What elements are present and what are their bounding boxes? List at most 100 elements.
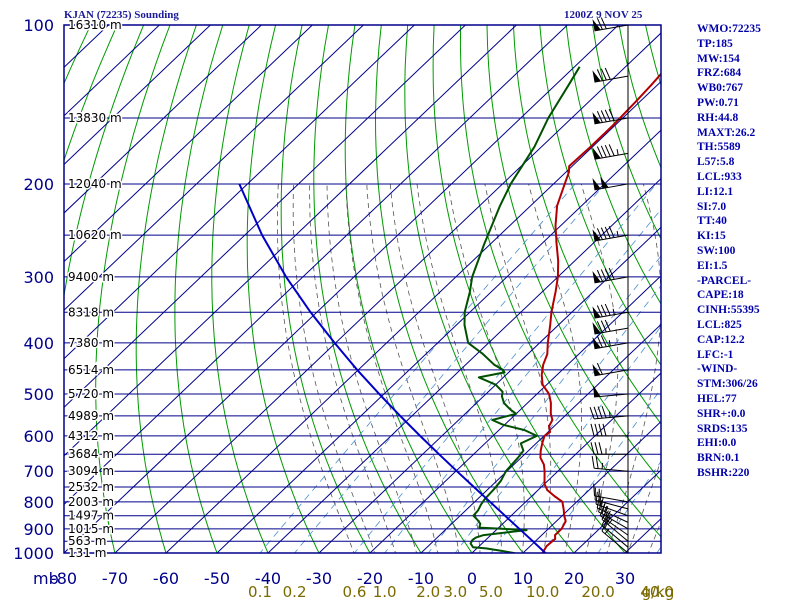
index-item: PW:0.71: [697, 96, 739, 109]
temperature-tick-label: -80: [51, 569, 77, 588]
mixing-ratio-line: [597, 460, 661, 553]
isotherms: [0, 13, 661, 564]
moist-adiabat-line: [416, 183, 502, 553]
mixing-ratio-line: [427, 255, 661, 553]
index-item: KI:15: [697, 230, 726, 243]
isotherm-line: [0, 13, 19, 564]
height-label: 9400 m: [68, 270, 114, 284]
height-label: 7380 m: [68, 336, 114, 350]
index-item: L57:5.8: [697, 156, 735, 169]
index-item: SRDS:135: [697, 422, 748, 435]
moist-adiabat-line: [606, 183, 661, 553]
barb-flag: [600, 227, 607, 240]
barb-pennant: [593, 385, 601, 398]
index-item: LI:12.1: [697, 185, 734, 198]
barb-flag: [600, 68, 607, 81]
wind-barb: [592, 319, 629, 335]
height-label: 1015 m: [68, 522, 114, 536]
isotherm-line: [471, 372, 661, 553]
isotherm-line: [64, 25, 467, 408]
dry-adiabat-line: [404, 25, 575, 553]
pressure-tick-label: 300: [23, 268, 54, 287]
barb-flag: [597, 406, 603, 419]
barb-flag: [596, 321, 603, 333]
height-label: 2003 m: [68, 495, 114, 509]
barb-flag: [600, 145, 607, 158]
wind-barbs: [589, 17, 629, 554]
barb-flag: [598, 442, 603, 455]
barb-flag: [596, 228, 603, 240]
index-item: LCL:825: [697, 318, 742, 331]
wind-barb: [601, 519, 629, 554]
pressure-tick-label: 700: [23, 462, 54, 481]
index-item: LFC:-1: [697, 348, 734, 361]
mixing-ratio-line: [384, 208, 661, 553]
barb-half-flag: [603, 505, 608, 512]
indices-panel: WMO:72235 TP:185 MW:154 FRZ:684 WB0:767 PW:0.…: [697, 22, 797, 481]
index-item: MW:154: [697, 52, 740, 65]
pressure-tick-label: 200: [23, 175, 54, 194]
barb-flag: [594, 423, 599, 436]
barb-half-flag: [597, 490, 600, 497]
barb-pennant: [600, 176, 609, 189]
barb-flag: [604, 303, 611, 316]
barb-staff: [594, 415, 629, 420]
barb-staff: [595, 499, 629, 510]
barb-flag: [600, 335, 607, 347]
isotherm-line: [522, 420, 661, 553]
isotherm-line: [64, 25, 518, 457]
mixing-ratio-lines: [259, 183, 661, 553]
barb-staff: [601, 524, 629, 548]
barb-flag: [608, 226, 615, 238]
barb-staff: [594, 276, 629, 284]
barb-flag: [596, 69, 603, 81]
barb-flag: [604, 268, 611, 281]
index-item: STM:306/26: [697, 378, 758, 391]
barb-flag: [601, 519, 608, 532]
moist-adiabat-line: [292, 183, 376, 553]
index-item: EI:1.5: [697, 259, 728, 272]
isotherm-line: [267, 178, 661, 553]
barb-flag: [600, 304, 607, 317]
height-label: 12040 m: [68, 177, 122, 191]
barb-flag: [604, 109, 611, 122]
index-item: SW:100: [697, 244, 736, 257]
wind-barb: [590, 442, 628, 455]
height-label: 8318 m: [68, 305, 114, 319]
barb-flag: [600, 17, 607, 30]
height-label: 13830 m: [68, 111, 122, 125]
barb-flag: [600, 497, 604, 510]
dry-adiabat-line: [174, 25, 224, 553]
index-item: CAP:12.2: [697, 333, 745, 346]
moist-adiabat-line: [580, 183, 619, 553]
index-item: RH:44.8: [697, 111, 739, 124]
barb-staff: [594, 311, 629, 319]
moist-adiabat-line: [389, 183, 481, 553]
barb-flag: [600, 320, 607, 333]
barb-half-flag: [616, 149, 619, 156]
isotherm-line: [165, 80, 661, 553]
temperature-tick-label: 20: [564, 569, 584, 588]
observation-time: 1200Z 9 NOV 25: [564, 9, 643, 21]
temperature-tick-label: 0: [467, 569, 477, 588]
temperature-tick-label: -10: [408, 569, 434, 588]
barb-half-flag: [612, 308, 615, 315]
temperature-tick-label: -30: [306, 569, 332, 588]
barb-half-flag: [601, 462, 604, 469]
wind-barb: [592, 335, 629, 350]
wind-barb: [592, 267, 629, 284]
plot-area: [0, 13, 661, 564]
barb-flag: [599, 493, 602, 506]
temperature-line: [539, 72, 661, 553]
height-label: 6514 m: [68, 363, 114, 377]
mixing-ratio-label: 2.0: [416, 583, 440, 600]
index-item: MAXT:26.2: [697, 126, 756, 139]
barb-staff: [601, 519, 629, 542]
isotherm-line: [64, 25, 263, 214]
barb-pennant: [592, 147, 601, 160]
dry-adiabat-line: [64, 25, 65, 27]
isotherm-line: [216, 129, 661, 553]
barb-pennant: [592, 306, 601, 319]
barb-flag: [600, 110, 607, 123]
height-label: 4989 m: [68, 409, 114, 423]
